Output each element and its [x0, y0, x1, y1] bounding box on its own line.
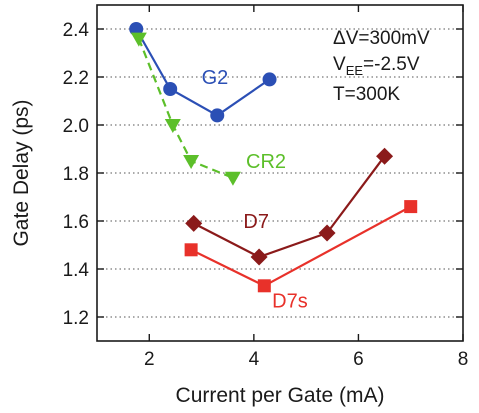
data-point: [183, 155, 200, 169]
series-line: [135, 28, 271, 117]
data-point: [185, 214, 203, 232]
data-point: [250, 248, 268, 266]
y-tick-label: 1.6: [63, 212, 89, 233]
x-axis-title: Current per Gate (mA): [176, 384, 385, 407]
y-axis-title: Gate Delay (ps): [10, 99, 33, 246]
y-tick-label: 1.8: [63, 164, 89, 185]
series-label-cr2: CR2: [246, 151, 286, 173]
series-line: [190, 205, 412, 288]
series-label-g2: G2: [202, 67, 229, 89]
data-point: [184, 243, 198, 257]
series-label-d7: D7: [243, 211, 269, 233]
data-point: [130, 32, 147, 47]
x-tick-label: 6: [353, 349, 364, 370]
series-g2: [129, 22, 277, 123]
x-tick-label: 8: [458, 349, 469, 370]
series-d7s: [184, 200, 418, 293]
annotation-line: T=300K: [333, 84, 400, 105]
series-d7: [185, 147, 394, 266]
annotation-line: VEE=-2.5V: [333, 54, 420, 78]
axis-ticks: 1.2 1.4 1.6 1.8 2.0 2.2 2.4 2 4 6 8: [63, 5, 469, 370]
series-labels: G2 CR2 D7 D7s: [202, 67, 308, 312]
data-point: [376, 147, 394, 165]
data-point: [129, 22, 144, 36]
series-line: [193, 155, 386, 259]
y-tick-label: 2.0: [63, 116, 89, 137]
data-point: [224, 171, 241, 186]
data-point: [318, 224, 336, 242]
y-tick-label: 1.2: [63, 308, 89, 329]
y-tick-label: 2.2: [63, 68, 89, 89]
x-tick-label: 2: [144, 349, 155, 370]
y-tick-label: 2.4: [63, 20, 90, 41]
data-point: [262, 72, 277, 87]
data-point: [164, 119, 181, 133]
data-point: [257, 279, 271, 293]
data-point: [404, 200, 418, 214]
annotation-line: ΔV=300mV: [333, 28, 430, 49]
series-cr2: [130, 32, 241, 186]
condition-annotations: ΔV=300mV VEE=-2.5V T=300K: [333, 28, 430, 105]
series-layer: [129, 22, 418, 293]
data-point: [163, 82, 178, 96]
series-label-d7s: D7s: [272, 290, 308, 312]
data-point: [210, 108, 225, 123]
y-tick-label: 1.4: [63, 260, 90, 281]
x-tick-label: 4: [249, 349, 260, 370]
series-line: [137, 38, 234, 179]
